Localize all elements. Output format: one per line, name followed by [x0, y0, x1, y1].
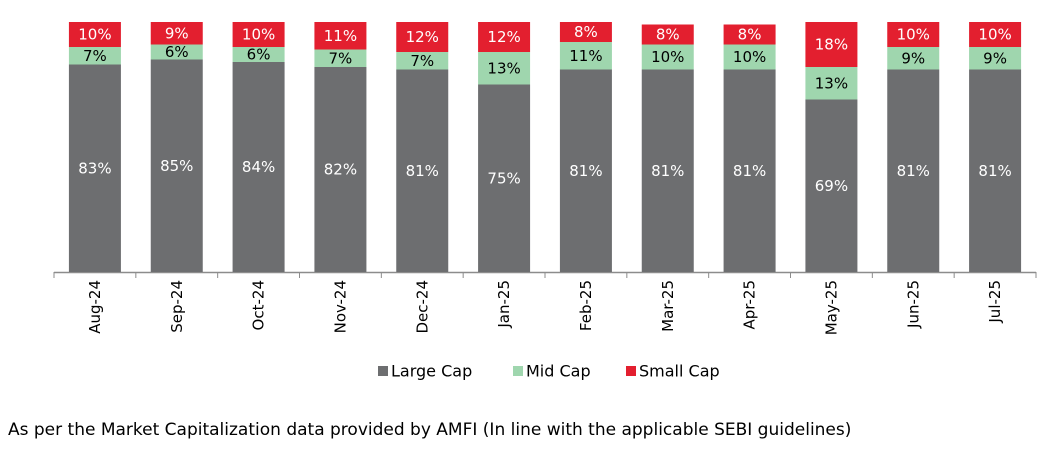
bar-mid-cap-mar-25: [641, 44, 694, 70]
data-label-mid-cap-apr-25: 10%: [733, 48, 766, 66]
data-label-large-cap-oct-24: 84%: [242, 158, 275, 176]
x-tick-label-apr-25: Apr-25: [741, 280, 759, 330]
bar-small-cap-jul-25: [969, 22, 1022, 47]
data-label-large-cap-jan-25: 75%: [487, 169, 520, 187]
data-label-small-cap-jan-25: 12%: [487, 28, 520, 46]
data-label-mid-cap-jan-25: 13%: [487, 59, 520, 77]
data-label-large-cap-jul-25: 81%: [978, 162, 1011, 180]
legend-swatch-small-cap: [626, 366, 636, 376]
x-tick-label-dec-24: Dec-24: [413, 280, 431, 334]
bar-mid-cap-jun-25: [887, 47, 940, 70]
legend-label-small-cap: Small Cap: [639, 362, 720, 381]
x-tick-label-jan-25: Jan-25: [495, 280, 513, 329]
data-label-mid-cap-feb-25: 11%: [569, 47, 602, 65]
data-label-large-cap-nov-24: 82%: [324, 161, 357, 179]
bar-large-cap-dec-24: [396, 69, 449, 272]
data-label-small-cap-apr-25: 8%: [738, 26, 762, 44]
data-label-large-cap-may-25: 69%: [815, 177, 848, 195]
x-tick-label-mar-25: Mar-25: [659, 280, 677, 332]
bar-small-cap-dec-24: [396, 22, 449, 52]
bar-small-cap-jun-25: [887, 22, 940, 47]
data-label-large-cap-sep-24: 85%: [160, 157, 193, 175]
data-label-mid-cap-may-25: 13%: [815, 74, 848, 92]
bar-large-cap-nov-24: [314, 67, 367, 272]
bar-large-cap-jul-25: [969, 69, 1022, 272]
bar-large-cap-jun-25: [887, 69, 940, 272]
data-label-mid-cap-jul-25: 9%: [983, 49, 1007, 67]
bar-small-cap-may-25: [805, 22, 858, 67]
footnote: As per the Market Capitalization data pr…: [8, 420, 852, 440]
data-label-small-cap-oct-24: 10%: [242, 26, 275, 44]
bar-small-cap-sep-24: [150, 22, 203, 45]
bar-mid-cap-dec-24: [396, 52, 449, 70]
bar-large-cap-sep-24: [150, 59, 203, 272]
data-label-mid-cap-aug-24: 7%: [83, 47, 107, 65]
data-label-small-cap-mar-25: 8%: [656, 26, 680, 44]
bar-small-cap-apr-25: [723, 24, 776, 45]
x-tick-label-jun-25: Jun-25: [904, 280, 922, 329]
bar-mid-cap-sep-24: [150, 44, 203, 60]
data-label-mid-cap-nov-24: 7%: [329, 49, 353, 67]
x-tick-label-jul-25: Jul-25: [986, 280, 1004, 324]
data-label-large-cap-jun-25: 81%: [897, 162, 930, 180]
bar-mid-cap-feb-25: [559, 42, 612, 70]
data-label-large-cap-feb-25: 81%: [569, 162, 602, 180]
data-label-small-cap-sep-24: 9%: [165, 24, 189, 42]
data-label-small-cap-may-25: 18%: [815, 36, 848, 54]
data-label-mid-cap-mar-25: 10%: [651, 48, 684, 66]
x-tick-label-may-25: May-25: [822, 280, 840, 335]
bar-mid-cap-jan-25: [478, 52, 531, 85]
stacked-bar-chart: 83%7%10%Aug-2485%6%9%Sep-2484%6%10%Oct-2…: [53, 22, 1037, 381]
bar-small-cap-oct-24: [232, 22, 285, 47]
data-label-small-cap-jul-25: 10%: [978, 26, 1011, 44]
bar-mid-cap-nov-24: [314, 49, 367, 67]
data-label-small-cap-feb-25: 8%: [574, 23, 598, 41]
bar-large-cap-feb-25: [559, 69, 612, 272]
bar-mid-cap-oct-24: [232, 47, 285, 62]
data-label-mid-cap-jun-25: 9%: [901, 49, 925, 67]
legend-label-mid-cap: Mid Cap: [526, 362, 591, 381]
x-tick-label-nov-24: Nov-24: [331, 280, 349, 333]
data-label-small-cap-aug-24: 10%: [78, 26, 111, 44]
legend-label-large-cap: Large Cap: [391, 362, 472, 381]
bar-mid-cap-aug-24: [68, 47, 121, 65]
bar-small-cap-nov-24: [314, 22, 367, 50]
bar-mid-cap-apr-25: [723, 44, 776, 70]
bar-large-cap-may-25: [805, 99, 858, 272]
data-label-small-cap-dec-24: 12%: [406, 28, 439, 46]
data-label-large-cap-aug-24: 83%: [78, 159, 111, 177]
x-tick-label-oct-24: Oct-24: [250, 280, 268, 330]
bar-small-cap-jan-25: [478, 22, 531, 52]
bar-mid-cap-jul-25: [969, 47, 1022, 70]
data-label-mid-cap-oct-24: 6%: [247, 46, 271, 64]
bar-large-cap-mar-25: [641, 69, 694, 272]
data-label-small-cap-nov-24: 11%: [324, 27, 357, 45]
bar-large-cap-aug-24: [68, 64, 121, 272]
data-label-large-cap-mar-25: 81%: [651, 162, 684, 180]
bar-mid-cap-may-25: [805, 67, 858, 100]
bar-small-cap-mar-25: [641, 24, 694, 45]
data-label-large-cap-apr-25: 81%: [733, 162, 766, 180]
bar-small-cap-aug-24: [68, 22, 121, 47]
x-tick-label-aug-24: Aug-24: [86, 280, 104, 334]
bar-large-cap-jan-25: [478, 84, 531, 272]
data-label-small-cap-jun-25: 10%: [897, 26, 930, 44]
legend-swatch-mid-cap: [513, 366, 523, 376]
x-tick-label-sep-24: Sep-24: [168, 280, 186, 333]
x-tick-label-feb-25: Feb-25: [577, 280, 595, 331]
data-label-mid-cap-sep-24: 6%: [165, 43, 189, 61]
data-label-mid-cap-dec-24: 7%: [410, 52, 434, 70]
bar-small-cap-feb-25: [559, 22, 612, 42]
legend-swatch-large-cap: [378, 366, 388, 376]
bar-large-cap-apr-25: [723, 69, 776, 272]
data-label-large-cap-dec-24: 81%: [406, 162, 439, 180]
bar-large-cap-oct-24: [232, 62, 285, 272]
